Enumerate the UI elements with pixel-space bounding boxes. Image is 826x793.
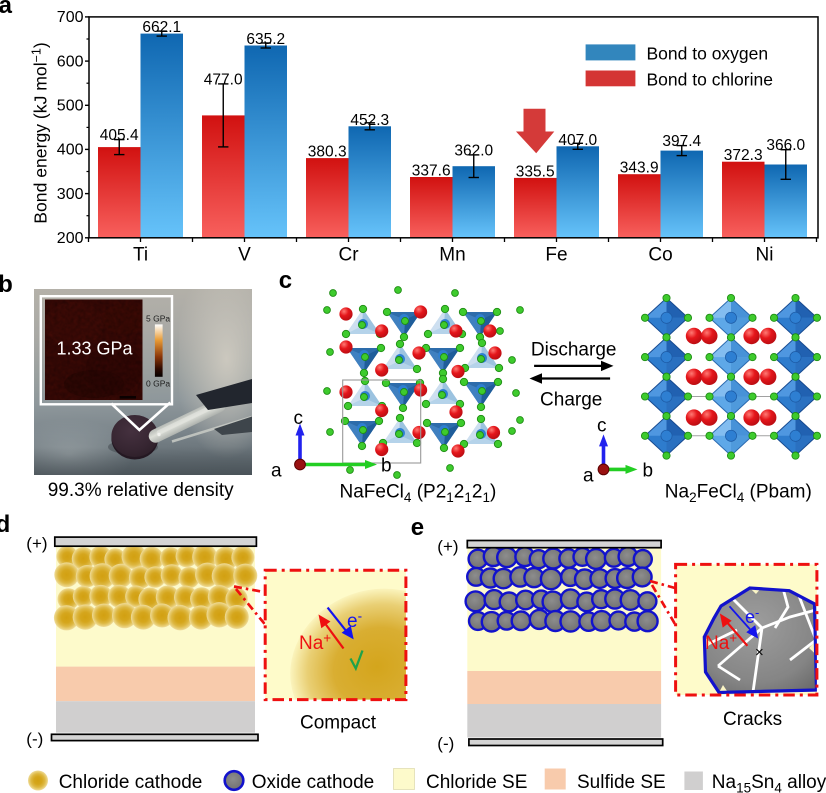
svg-text:600: 600 <box>57 53 84 70</box>
svg-text:c: c <box>597 415 607 436</box>
svg-text:Cracks: Cracks <box>723 709 782 730</box>
svg-text:5 GPa: 5 GPa <box>146 314 170 324</box>
svg-text:Ti: Ti <box>133 245 148 266</box>
svg-text:NaFeCl4 (P212121): NaFeCl4 (P212121) <box>340 481 497 505</box>
svg-text:662.1: 662.1 <box>142 19 181 36</box>
svg-text:Na+: Na+ <box>705 631 737 655</box>
svg-text:(-): (-) <box>26 730 43 749</box>
svg-text:700: 700 <box>57 9 84 26</box>
svg-text:366.0: 366.0 <box>766 137 805 154</box>
svg-text:Chloride cathode: Chloride cathode <box>59 772 203 793</box>
svg-text:Cr: Cr <box>338 245 359 266</box>
svg-text:372.3: 372.3 <box>724 147 763 164</box>
svg-text:Na15Sn4 alloy: Na15Sn4 alloy <box>712 772 826 793</box>
svg-text:405.4: 405.4 <box>100 127 139 144</box>
svg-text:343.9: 343.9 <box>620 160 659 177</box>
svg-text:452.3: 452.3 <box>350 112 389 129</box>
svg-text:477.0: 477.0 <box>204 71 243 88</box>
svg-text:a: a <box>271 461 282 482</box>
svg-text:Sulfide SE: Sulfide SE <box>577 772 666 793</box>
svg-text:a: a <box>583 465 594 486</box>
svg-text:400: 400 <box>57 142 84 159</box>
svg-text:Co: Co <box>648 245 672 266</box>
svg-text:Mn: Mn <box>439 245 465 266</box>
svg-text:c: c <box>294 408 304 429</box>
svg-text:Fe: Fe <box>545 245 567 266</box>
svg-text:V: V <box>238 245 251 266</box>
svg-text:(-): (-) <box>437 734 454 753</box>
svg-text:335.5: 335.5 <box>516 163 555 180</box>
svg-text:Charge: Charge <box>540 390 602 411</box>
svg-text:Na2FeCl4 (Pbam): Na2FeCl4 (Pbam) <box>665 481 812 505</box>
svg-text:Ni: Ni <box>756 245 774 266</box>
svg-text:635.2: 635.2 <box>246 31 285 48</box>
svg-text:Bond to chlorine: Bond to chlorine <box>647 69 773 89</box>
svg-text:500: 500 <box>57 98 84 115</box>
svg-text:b: b <box>643 460 654 481</box>
svg-text:Chloride SE: Chloride SE <box>426 772 527 793</box>
svg-text:Compact: Compact <box>300 712 377 733</box>
svg-text:(+): (+) <box>26 534 47 553</box>
svg-text:0 GPa: 0 GPa <box>146 378 170 388</box>
svg-text:1.33 GPa: 1.33 GPa <box>56 339 133 359</box>
svg-text:337.6: 337.6 <box>412 163 451 180</box>
svg-text:Bond to oxygen: Bond to oxygen <box>647 44 769 64</box>
svg-text:362.0: 362.0 <box>454 142 493 159</box>
svg-text:Discharge: Discharge <box>531 339 617 360</box>
svg-text:(+): (+) <box>437 537 458 556</box>
svg-text:380.3: 380.3 <box>308 144 347 161</box>
svg-text:397.4: 397.4 <box>662 133 701 150</box>
svg-text:Bond energy (kJ mol−1): Bond energy (kJ mol−1) <box>29 42 50 223</box>
svg-text:×: × <box>755 644 764 661</box>
svg-text:b: b <box>381 456 392 477</box>
svg-text:200: 200 <box>57 230 84 247</box>
svg-text:407.0: 407.0 <box>558 132 597 149</box>
svg-text:Na+: Na+ <box>299 631 331 655</box>
svg-text:Oxide cathode: Oxide cathode <box>252 772 375 793</box>
svg-text:300: 300 <box>57 186 84 203</box>
